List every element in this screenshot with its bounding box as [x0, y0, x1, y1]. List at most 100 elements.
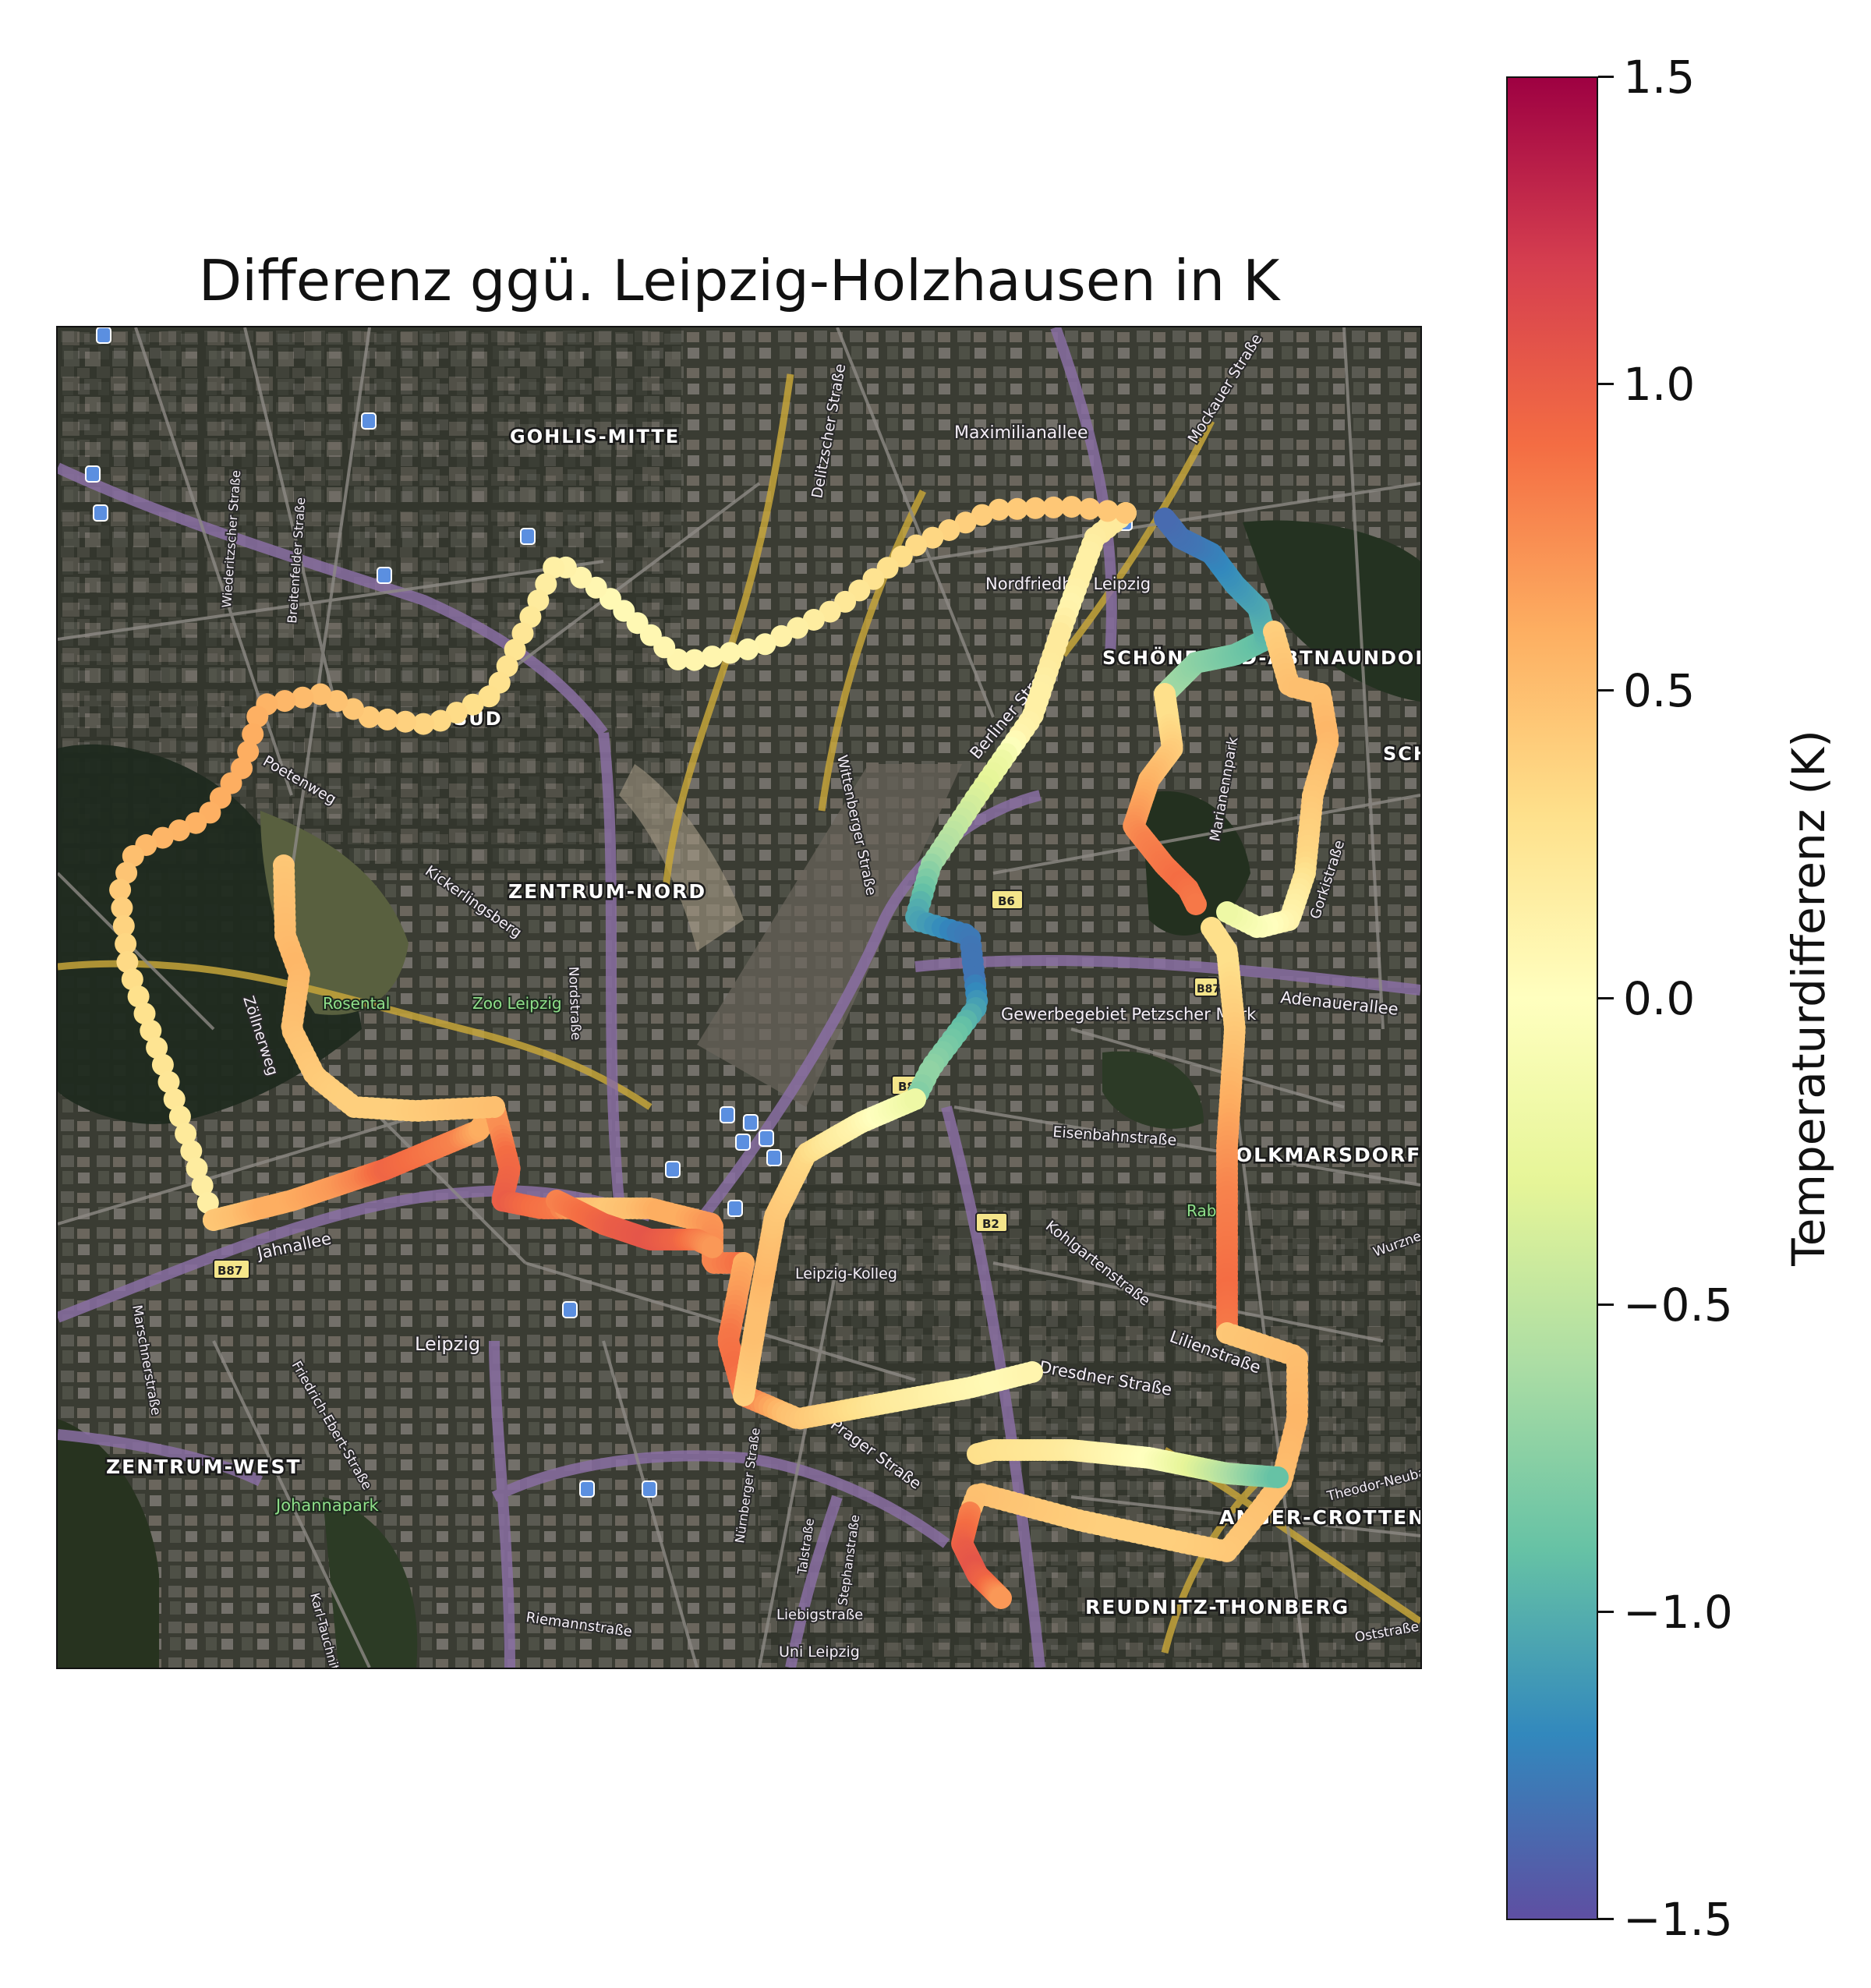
road-shield-b87: B87: [1194, 977, 1220, 997]
colorbar-tick: [1598, 383, 1614, 385]
route-point: [1154, 508, 1176, 529]
route-point: [151, 826, 174, 849]
colorbar-tick: [1598, 76, 1614, 78]
route-point: [921, 526, 944, 549]
district-label-reudnitz: REUDNITZ-THONBERG: [1085, 1596, 1349, 1618]
route-point: [702, 1236, 723, 1258]
colorbar-tick-label: 0.0: [1623, 972, 1696, 1025]
route-point: [151, 1053, 174, 1076]
route-point: [1021, 1361, 1043, 1383]
road-shield-b2: B2: [975, 1212, 1008, 1233]
colorbar-tick-label: −1.0: [1623, 1586, 1733, 1639]
park-label-rosental: Rosental: [323, 994, 390, 1013]
route-point: [140, 1020, 162, 1042]
svg-text:B87: B87: [1197, 983, 1220, 996]
route-point: [127, 985, 150, 1008]
colorbar-tick-label: 0.5: [1623, 664, 1696, 717]
route-point: [543, 557, 565, 579]
temperature-route[interactable]: [109, 496, 1339, 1609]
colorbar-tick-label: −0.5: [1623, 1279, 1733, 1332]
colorbar-tick: [1598, 1611, 1614, 1613]
street-label: Maximilianallee: [954, 423, 1088, 443]
route-point: [990, 1587, 1012, 1609]
street-label: Uni Leipzig: [779, 1643, 860, 1661]
route-point: [754, 633, 776, 656]
route-point: [802, 609, 825, 631]
colorbar-tick: [1598, 997, 1614, 999]
colorbar-tick: [1598, 1304, 1614, 1306]
route-point: [787, 617, 809, 639]
colorbar-tick-label: 1.0: [1623, 358, 1696, 411]
route-point: [954, 511, 977, 534]
route-point: [376, 708, 398, 730]
colorbar-tick: [1598, 1918, 1614, 1920]
route-point: [1185, 893, 1207, 915]
district-label-zentrum-nord: ZENTRUM-NORD: [508, 880, 706, 903]
route-point: [168, 1105, 191, 1128]
route-point: [115, 932, 137, 955]
route-point: [133, 1003, 156, 1025]
route-point: [242, 723, 264, 745]
route-point: [186, 1157, 208, 1180]
svg-text:B2: B2: [982, 1217, 999, 1231]
route-point: [116, 951, 139, 973]
route-point: [326, 690, 348, 713]
route-point: [342, 698, 364, 720]
route-point: [1024, 497, 1047, 519]
route-point: [191, 1174, 214, 1197]
route-point: [246, 706, 269, 728]
route-point: [511, 622, 534, 645]
route-point: [770, 624, 793, 647]
chart-title: Differenz ggü. Leipzig-Holzhausen in K: [198, 248, 1280, 313]
route-point: [496, 655, 518, 677]
colorbar-tick: [1598, 689, 1614, 692]
street-label: Gewerbegebiet Petzscher Mark: [1001, 1005, 1257, 1024]
route-point: [146, 1036, 168, 1059]
colorbar-tick-label: 1.5: [1623, 51, 1696, 104]
route-point: [445, 702, 468, 724]
route-point: [309, 683, 332, 706]
route-point: [1115, 502, 1137, 524]
route-point: [394, 710, 416, 733]
route-point: [109, 879, 132, 901]
route-point: [1216, 901, 1238, 923]
route-point: [292, 686, 314, 709]
route-point: [274, 690, 296, 713]
map-area[interactable]: GOHLIS-MITTE ZENTRUM-NORD ZENTRUM-WEST R…: [56, 326, 1422, 1669]
colorbar-tick-label: −1.5: [1623, 1893, 1733, 1946]
route-point: [1006, 497, 1028, 520]
route-point: [1060, 496, 1083, 518]
street-label: Liebigstraße: [776, 1607, 863, 1623]
route-point: [111, 897, 133, 919]
map-canvas[interactable]: GOHLIS-MITTE ZENTRUM-NORD ZENTRUM-WEST R…: [58, 327, 1420, 1668]
route-point: [535, 573, 557, 596]
route-point: [478, 685, 500, 708]
route-point: [157, 1070, 180, 1093]
route-point: [1042, 496, 1065, 518]
route-point: [196, 1191, 219, 1214]
road-shield-b6: B6: [991, 890, 1024, 910]
route-point: [988, 498, 1010, 521]
svg-text:B87: B87: [218, 1264, 242, 1278]
route-point: [819, 600, 841, 623]
route-point: [1078, 497, 1101, 520]
route-point: [683, 649, 706, 671]
route-point: [504, 638, 526, 661]
route-point: [737, 638, 759, 660]
route-point: [701, 646, 723, 668]
street-label: Nordstraße: [565, 966, 583, 1040]
svg-text:B6: B6: [998, 894, 1015, 908]
route-point: [121, 968, 143, 991]
district-label-sch: SCH: [1383, 743, 1420, 765]
route-point: [971, 504, 993, 526]
district-label-zentrum-west: ZENTRUM-WEST: [106, 1456, 302, 1478]
district-label-gohlis: GOHLIS-MITTE: [510, 426, 680, 447]
route-point: [358, 706, 380, 728]
route-point: [519, 606, 542, 628]
park-label-zoo: Zoo Leipzig: [472, 994, 562, 1013]
route-point: [185, 812, 207, 834]
route-point: [112, 914, 135, 937]
route-point: [483, 1096, 505, 1118]
route-point: [115, 861, 138, 884]
route-point: [430, 709, 451, 732]
